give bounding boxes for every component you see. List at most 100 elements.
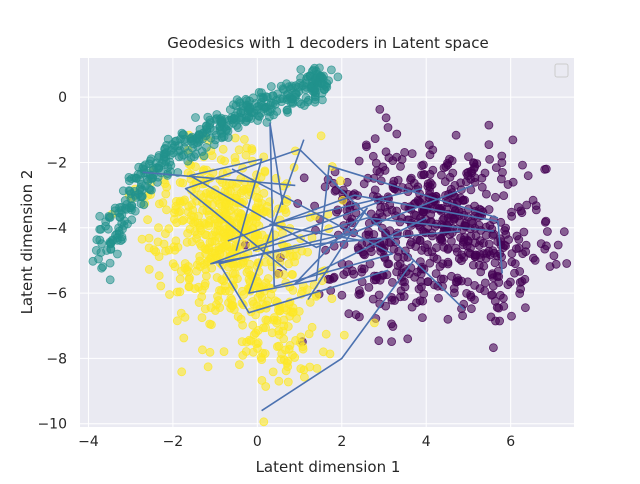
cluster-0-point (508, 135, 518, 145)
cluster-1-point (220, 281, 230, 291)
cluster-2-point (95, 211, 105, 221)
cluster-0-point (540, 164, 550, 174)
cluster-1-point (175, 198, 185, 208)
cluster-2-point (120, 196, 130, 205)
cluster-0-point (403, 334, 413, 344)
cluster-1-point (283, 322, 293, 331)
cluster-2-point (229, 114, 239, 123)
cluster-2-point (178, 150, 188, 160)
cluster-2-point (272, 107, 282, 116)
cluster-1-point (270, 230, 280, 240)
cluster-0-point (433, 281, 443, 291)
cluster-1-point (165, 290, 174, 299)
cluster-2-point (113, 233, 122, 243)
cluster-0-point (415, 296, 425, 306)
cluster-2-point (326, 65, 336, 75)
cluster-1-point (248, 320, 258, 330)
cluster-0-point (399, 252, 409, 262)
cluster-1-point (227, 300, 237, 310)
cluster-0-point (423, 247, 433, 257)
cluster-2-point (209, 140, 219, 150)
cluster-0-point (500, 226, 510, 235)
cluster-1-point (287, 269, 297, 279)
cluster-2-point (194, 136, 204, 146)
cluster-2-point (333, 72, 343, 82)
cluster-1-point (282, 358, 292, 368)
cluster-0-point (394, 246, 404, 256)
cluster-0-point (359, 264, 369, 274)
cluster-2-point (136, 192, 145, 202)
x-tick-label: 2 (337, 434, 346, 450)
cluster-1-point (225, 247, 235, 257)
cluster-0-point (321, 245, 331, 255)
cluster-2-point (197, 147, 207, 156)
cluster-0-point (354, 312, 364, 322)
cluster-1-point (285, 340, 295, 350)
cluster-1-point (260, 166, 270, 176)
cluster-1-point (175, 178, 185, 187)
cluster-1-point (203, 362, 213, 372)
cluster-0-point (481, 189, 491, 199)
cluster-2-point (311, 76, 321, 85)
x-tick-label: −4 (78, 434, 99, 450)
cluster-2-point (188, 143, 197, 153)
cluster-1-point (234, 360, 244, 370)
cluster-1-point (172, 316, 182, 326)
cluster-1-point (161, 189, 171, 199)
cluster-1-point (238, 320, 248, 330)
y-tick-label: 0 (58, 90, 67, 106)
cluster-1-point (219, 242, 229, 251)
cluster-0-point (440, 177, 450, 187)
cluster-1-point (312, 363, 322, 373)
cluster-1-point (177, 367, 187, 377)
cluster-1-point (182, 265, 192, 275)
cluster-0-point (417, 313, 427, 323)
cluster-0-point (370, 185, 380, 195)
cluster-0-point (387, 295, 397, 305)
cluster-2-point (296, 65, 306, 74)
cluster-0-point (521, 247, 531, 257)
cluster-0-point (400, 282, 410, 292)
cluster-2-point (319, 80, 329, 90)
cluster-1-point (197, 313, 207, 323)
cluster-0-point (498, 293, 508, 303)
geodesic-path (184, 148, 465, 310)
cluster-0-point (522, 200, 532, 210)
cluster-0-point (416, 277, 426, 286)
cluster-2-point (253, 102, 262, 112)
cluster-0-point (337, 290, 347, 300)
cluster-0-point (387, 277, 397, 287)
cluster-0-point (366, 247, 376, 257)
cluster-2-point (291, 90, 301, 100)
y-axis-label: Latent dimension 2 (18, 170, 36, 315)
cluster-2-point (191, 113, 200, 122)
cluster-0-point (397, 155, 407, 164)
cluster-1-point (162, 205, 171, 215)
cluster-1-point (266, 289, 276, 299)
cluster-0-point (458, 196, 468, 205)
cluster-0-point (462, 168, 472, 178)
cluster-1-point (143, 215, 153, 225)
cluster-0-point (443, 314, 453, 324)
cluster-2-point (262, 118, 272, 127)
cluster-2-point (256, 92, 266, 102)
cluster-1-point (316, 131, 326, 141)
cluster-0-point (431, 269, 441, 279)
cluster-0-point (417, 161, 427, 171)
cluster-1-point (215, 225, 225, 235)
cluster-0-point (399, 292, 409, 301)
cluster-0-point (415, 257, 425, 267)
cluster-2-point (268, 91, 278, 100)
cluster-0-point (510, 259, 520, 269)
cluster-1-point (296, 332, 306, 342)
cluster-0-point (487, 269, 497, 279)
cluster-1-point (233, 214, 243, 224)
cluster-0-point (541, 216, 551, 226)
cluster-0-point (407, 149, 417, 159)
cluster-0-point (514, 243, 524, 253)
cluster-1-point (297, 286, 307, 296)
cluster-2-point (266, 98, 276, 108)
geodesic-path (248, 139, 499, 294)
cluster-0-point (449, 288, 459, 298)
cluster-0-point (371, 158, 381, 168)
